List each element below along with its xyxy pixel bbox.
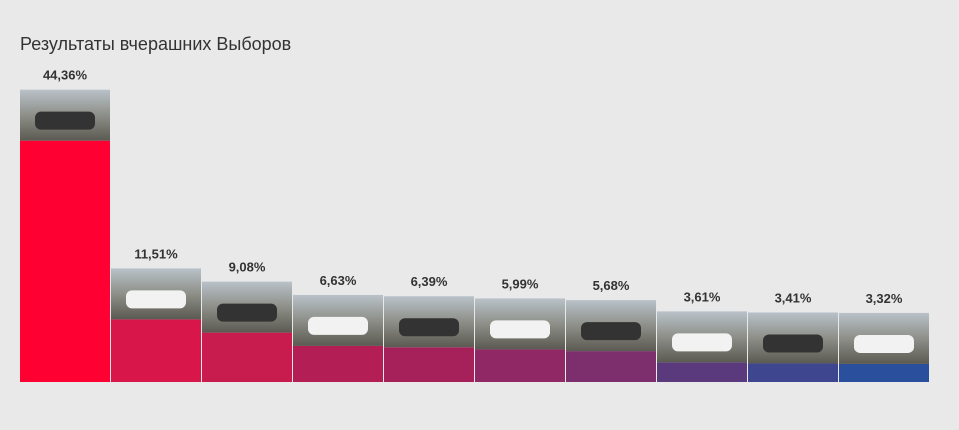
bar [202,332,292,382]
chart-title: Результаты вчерашних Выборов [20,34,291,54]
car-photo-body [672,333,732,352]
value-label: 11,51% [134,246,178,261]
value-label: 3,61% [684,289,721,304]
value-label: 44,36% [43,68,88,83]
bar [657,362,747,382]
car-photo-body [490,320,550,339]
car-photo-body [581,322,641,341]
bar [839,363,929,382]
bar [475,349,565,382]
bar [293,345,383,382]
value-label: 3,41% [775,290,812,305]
car-photo-body [763,334,823,353]
value-label: 5,99% [502,276,539,291]
bar [748,363,838,382]
value-label: 5,68% [593,278,630,293]
value-label: 9,08% [229,260,266,275]
value-label: 6,39% [411,274,448,289]
bar [566,351,656,382]
bar [384,347,474,382]
bar [20,140,110,382]
car-photo-body [35,111,95,130]
car-photo-body [126,290,186,309]
car-photo-body [308,316,368,335]
value-label: 6,63% [320,273,357,288]
value-label: 3,32% [866,291,903,306]
car-photo-body [399,318,459,337]
bar [111,319,201,382]
car-photo-body [854,334,914,353]
car-photo-body [217,303,277,322]
